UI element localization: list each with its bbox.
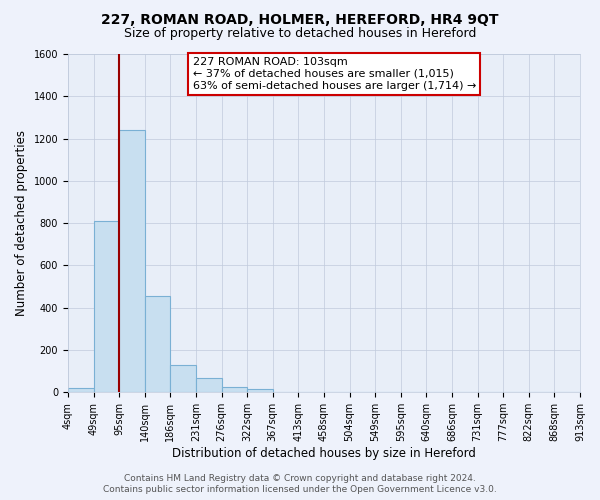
Bar: [170, 364, 196, 392]
Text: 227, ROMAN ROAD, HOLMER, HEREFORD, HR4 9QT: 227, ROMAN ROAD, HOLMER, HEREFORD, HR4 9…: [101, 12, 499, 26]
Bar: [94, 221, 119, 392]
Bar: [68, 388, 94, 392]
Y-axis label: Number of detached properties: Number of detached properties: [15, 130, 28, 316]
Text: 227 ROMAN ROAD: 103sqm
← 37% of detached houses are smaller (1,015)
63% of semi-: 227 ROMAN ROAD: 103sqm ← 37% of detached…: [193, 58, 476, 90]
Bar: [221, 387, 247, 392]
Bar: [145, 296, 170, 392]
Text: Size of property relative to detached houses in Hereford: Size of property relative to detached ho…: [124, 28, 476, 40]
X-axis label: Distribution of detached houses by size in Hereford: Distribution of detached houses by size …: [172, 447, 476, 460]
Bar: [247, 389, 273, 392]
Bar: [196, 378, 221, 392]
Bar: [119, 130, 145, 392]
Text: Contains HM Land Registry data © Crown copyright and database right 2024.
Contai: Contains HM Land Registry data © Crown c…: [103, 474, 497, 494]
